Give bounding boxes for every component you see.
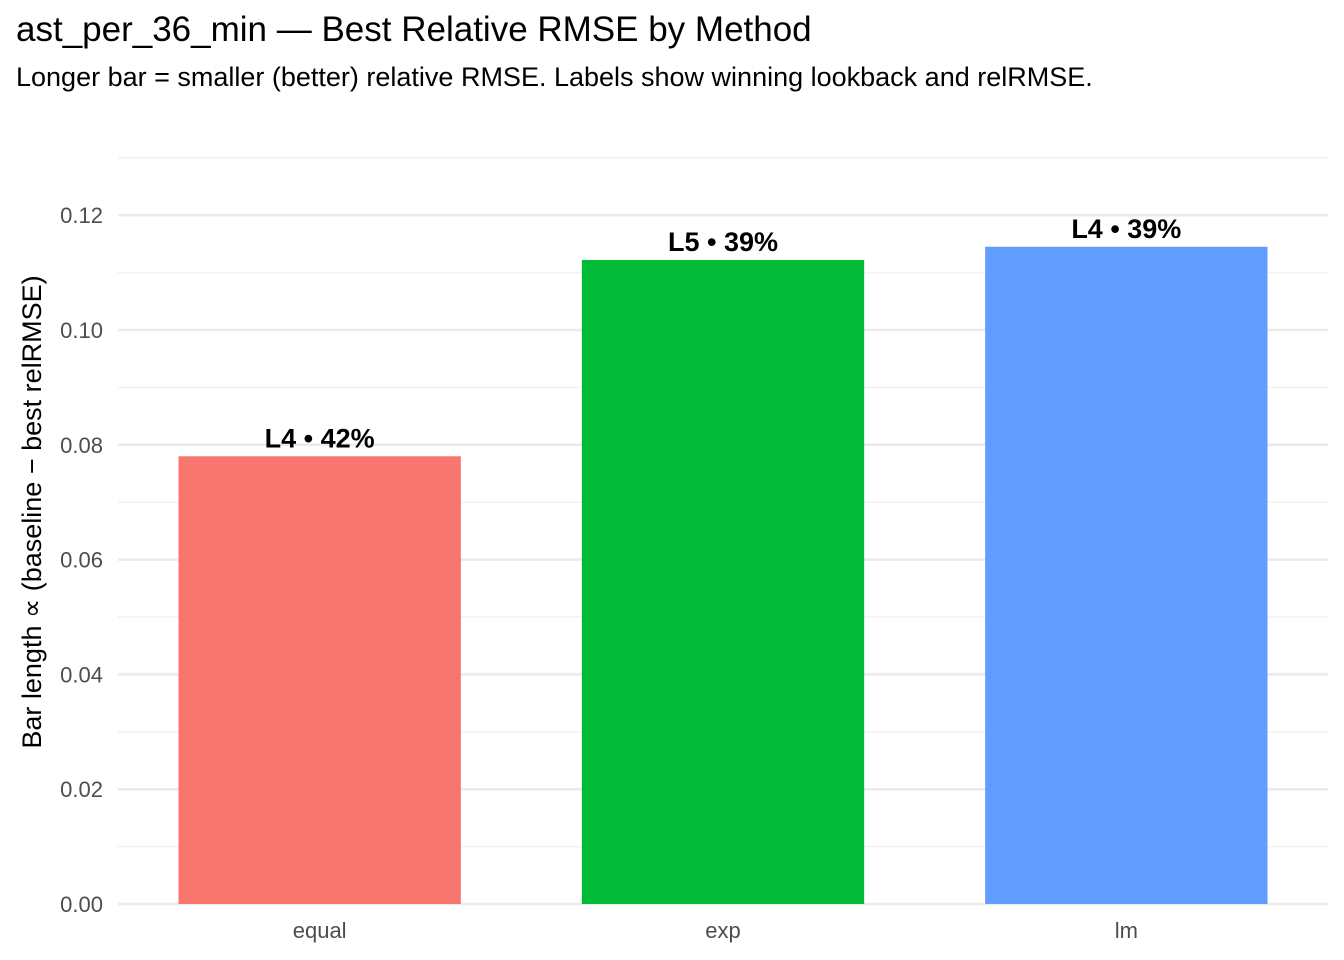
y-tick-label: 0.08 [60,433,103,458]
bar-equal [178,456,461,904]
x-tick-label: lm [1115,918,1138,943]
bar-label-exp: L5 • 39% [668,227,778,257]
bar-label-equal: L4 • 42% [265,423,375,453]
bar-exp [581,259,865,904]
y-tick-label: 0.04 [60,662,103,687]
y-axis-label: Bar length ∝ (baseline − best relRMSE) [17,275,47,748]
y-axis-ticks: 0.00 0.02 0.04 0.06 0.08 0.10 0.12 [60,203,103,917]
bar-labels: L4 • 42% L5 • 39% L4 • 39% [265,214,1182,454]
bar-lm [985,246,1268,904]
chart-subtitle: Longer bar = smaller (better) relative R… [16,62,1093,92]
x-axis-ticks: equal exp lm [293,918,1138,943]
bar-label-lm: L4 • 39% [1071,214,1181,244]
x-tick-label: equal [293,918,347,943]
bars [178,246,1268,904]
x-tick-label: exp [705,918,740,943]
y-tick-label: 0.06 [60,548,103,573]
y-tick-label: 0.12 [60,203,103,228]
y-tick-label: 0.02 [60,777,103,802]
chart-title: ast_per_36_min — Best Relative RMSE by M… [16,10,812,49]
y-tick-label: 0.10 [60,318,103,343]
y-tick-label: 0.00 [60,892,103,917]
